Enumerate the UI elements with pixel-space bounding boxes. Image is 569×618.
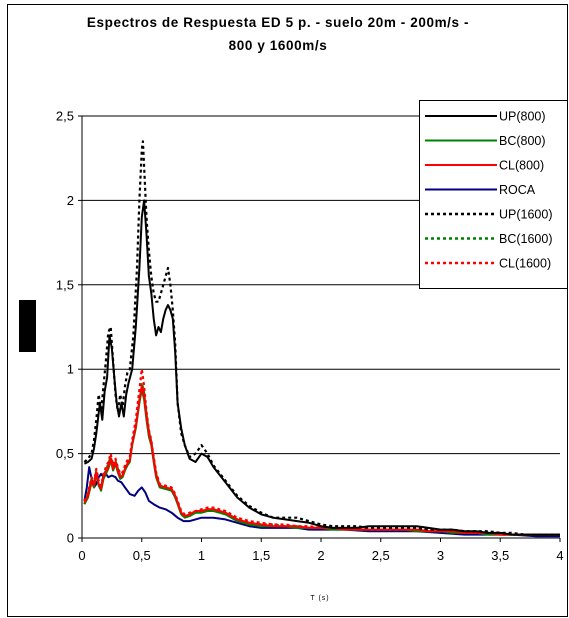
x-tick-label: 2,5 (372, 548, 390, 563)
y-tick-label: 0 (67, 531, 74, 546)
y-axis-title-block (19, 300, 36, 352)
chart-title-line-1: Espectros de Respuesta ED 5 p. - suelo 2… (87, 15, 469, 30)
chart-title-line-2: 800 y 1600m/s (229, 38, 328, 53)
x-tick-label: 2 (317, 548, 324, 563)
legend-label: CL(800) (499, 159, 544, 173)
legend-label: UP(800) (499, 110, 546, 124)
x-tick-label: 4 (556, 548, 563, 563)
x-axis-label: T (s) (310, 595, 329, 602)
legend-label: UP(1600) (499, 208, 553, 222)
y-tick-label: 2 (67, 193, 74, 208)
legend-label: ROCA (499, 183, 536, 197)
y-tick-label: 0,5 (56, 446, 74, 461)
series-line-4 (83, 140, 560, 536)
series-line-0 (83, 199, 560, 536)
x-tick-label: 3,5 (491, 548, 509, 563)
legend-label: CL(1600) (499, 257, 551, 271)
y-tick-label: 2,5 (56, 109, 74, 124)
legend-box (419, 100, 568, 289)
x-tick-label: 0 (78, 548, 85, 563)
legend: UP(800) BC(800) CL(800) ROCA UP(1600) BC(1600… (419, 100, 568, 289)
x-tick-label: 1,5 (252, 548, 270, 563)
legend-label: BC(1600) (499, 232, 553, 246)
y-tick-label: 1,5 (56, 277, 74, 292)
series-line-6 (83, 368, 560, 536)
x-tick-label: 1 (198, 548, 205, 563)
legend-label: BC(800) (499, 134, 546, 148)
x-tick-label: 0,5 (133, 548, 151, 563)
y-tick-label: 1 (67, 362, 74, 377)
x-tick-label: 3 (437, 548, 444, 563)
